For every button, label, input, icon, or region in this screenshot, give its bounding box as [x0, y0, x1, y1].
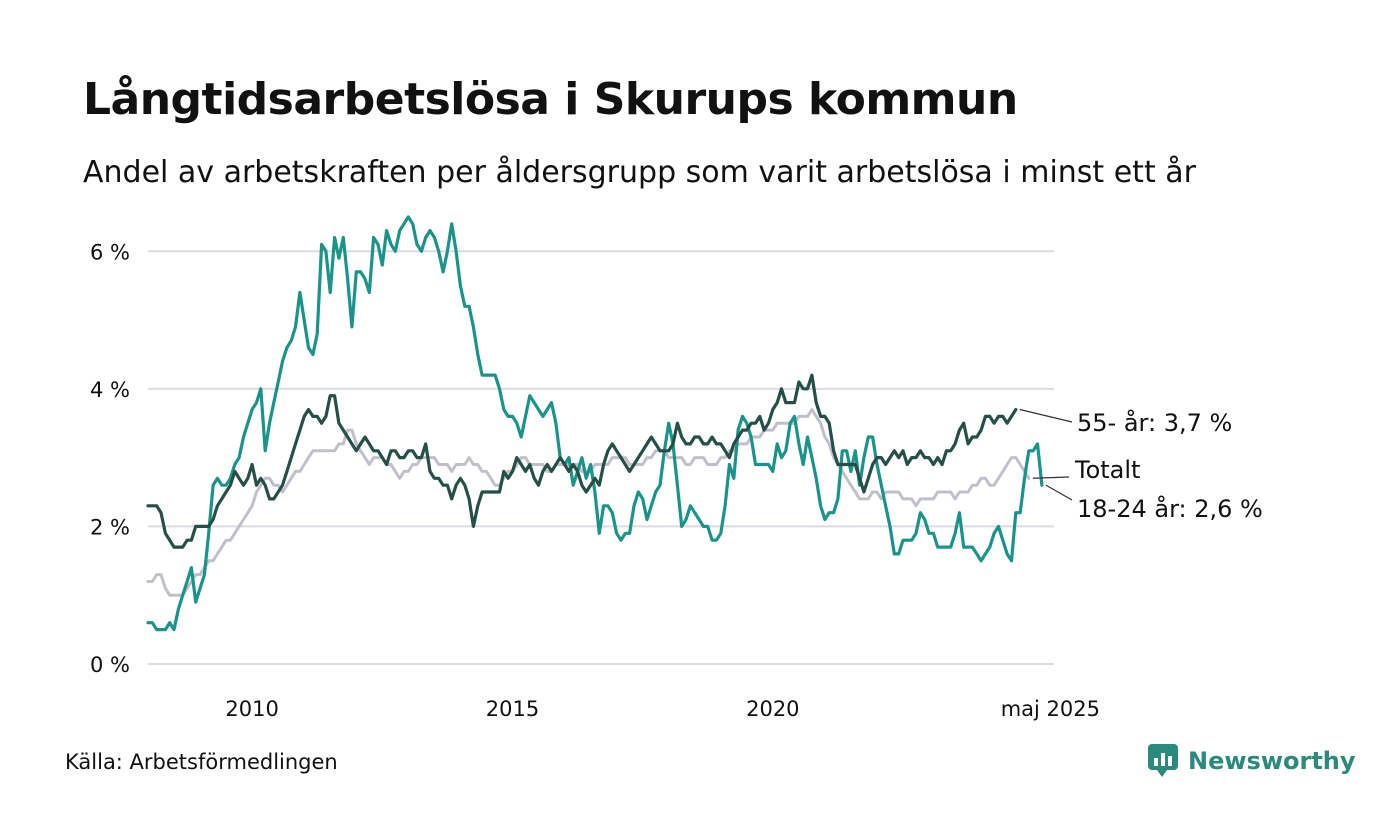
x-tick-label: 2020: [746, 697, 799, 721]
newsworthy-logo-icon: [1148, 744, 1178, 777]
label-leader: [1019, 408, 1073, 423]
series-line: [146, 373, 1018, 549]
label-leader: [1045, 484, 1073, 501]
x-tick-label: 2010: [225, 697, 278, 721]
series-lines: [146, 215, 1044, 632]
series-line: [146, 408, 1031, 597]
y-axis-ticks: 0 % 2 % 4 % 6 %: [90, 240, 130, 677]
x-tick-label: 2015: [486, 697, 539, 721]
y-tick-label: 2 %: [90, 515, 130, 539]
y-tick-label: 4 %: [90, 378, 130, 402]
gridlines: [148, 250, 1054, 665]
series-labels: Totalt 18-24 år: 2,6 % 55- år: 3,7 %: [1019, 408, 1263, 523]
x-tick-label: maj 2025: [1001, 697, 1100, 721]
series-label: 18-24 år: 2,6 %: [1077, 494, 1263, 523]
y-tick-label: 0 %: [90, 653, 130, 677]
series-label: 55- år: 3,7 %: [1077, 408, 1232, 437]
y-tick-label: 6 %: [90, 240, 130, 264]
series-line: [146, 215, 1044, 632]
brand-name: Newsworthy: [1188, 747, 1356, 775]
chart-subtitle: Andel av arbetskraften per åldersgrupp s…: [83, 155, 1196, 190]
x-axis-ticks: 2010 2015 2020 maj 2025: [225, 697, 1100, 721]
series-label: Totalt: [1074, 456, 1140, 484]
brand-logo: Newsworthy: [1148, 744, 1356, 778]
label-leader: [1032, 476, 1070, 479]
source-note: Källa: Arbetsförmedlingen: [65, 750, 338, 774]
chart-title: Långtidsarbetslösa i Skurups kommun: [83, 74, 1018, 125]
